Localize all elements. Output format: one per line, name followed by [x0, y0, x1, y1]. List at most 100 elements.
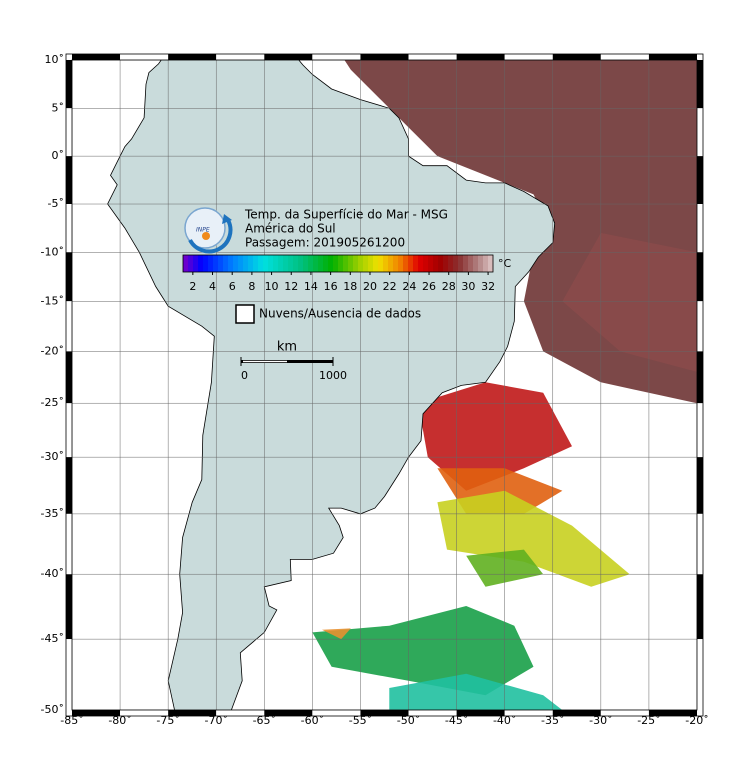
colorbar-cell [338, 255, 344, 272]
colorbar-cell [238, 255, 244, 272]
colorbar-tick-label: 6 [229, 280, 236, 293]
scale-bar-half [243, 360, 287, 363]
colorbar-cell [213, 255, 219, 272]
colorbar-cell [383, 255, 389, 272]
lon-tick-label: -25˚ [637, 714, 660, 727]
colorbar-cell [288, 255, 294, 272]
colorbar-cell [428, 255, 434, 272]
colorbar-cell [433, 255, 439, 272]
colorbar-cell [248, 255, 254, 272]
lat-tick-label: -40˚ [41, 567, 64, 580]
colorbar-cell [308, 255, 314, 272]
lon-tick-label: -65˚ [253, 714, 276, 727]
colorbar-cell [293, 255, 299, 272]
frame-outline [65, 53, 704, 717]
colorbar-cell [228, 255, 234, 272]
colorbar-cell [283, 255, 289, 272]
lon-tick-label: -30˚ [589, 714, 612, 727]
colorbar-tick-label: 14 [304, 280, 318, 293]
colorbar-cell [243, 255, 249, 272]
colorbar-cell [463, 255, 469, 272]
lat-tick-label: -50˚ [41, 703, 64, 716]
sst-region [389, 673, 563, 710]
scale-label: 1000 [319, 369, 347, 382]
lat-tick-label: -20˚ [41, 344, 64, 357]
colorbar-cell [408, 255, 414, 272]
colorbar-cell [368, 255, 374, 272]
colorbar-cell [458, 255, 464, 272]
overlay: INPE Temp. da Superfície do Mar - MSG Am… [182, 207, 512, 382]
colorbar-tick-label: 4 [209, 280, 216, 293]
logo-text: INPE [196, 227, 210, 234]
lat-tick-label: 10˚ [45, 53, 65, 66]
colorbar-cell [443, 255, 449, 272]
lat-tick-label: -5˚ [48, 197, 64, 210]
colorbar-cell [198, 255, 204, 272]
lat-tick-label: -30˚ [41, 450, 64, 463]
colorbar-cell [183, 255, 189, 272]
lon-tick-label: -35˚ [541, 714, 564, 727]
sst-region [437, 490, 630, 587]
pass-time: Passagem: 201905261200 [245, 236, 405, 250]
colorbar-cell [473, 255, 479, 272]
logo: INPE [184, 207, 233, 254]
colorbar-tick-label: 8 [248, 280, 255, 293]
colorbar-cell [348, 255, 354, 272]
lat-tick-label: 0˚ [52, 149, 65, 162]
colorbar-cell [363, 255, 369, 272]
colorbar-cell [423, 255, 429, 272]
colorbar-cell [488, 255, 494, 272]
lon-tick-label: -20˚ [685, 714, 708, 727]
lon-tick-label: -75˚ [156, 714, 179, 727]
lon-tick-label: -55˚ [349, 714, 372, 727]
colorbar-cell [278, 255, 284, 272]
colorbar-cell [403, 255, 409, 272]
frame-inner [71, 59, 698, 711]
colorbar-cell [343, 255, 349, 272]
colorbar-tick-label: 32 [481, 280, 495, 293]
colorbar-tick-label: 12 [284, 280, 298, 293]
colorbar-cell [303, 255, 309, 272]
colorbar-cell [373, 255, 379, 272]
colorbar-cell [378, 255, 384, 272]
colorbar-cell [483, 255, 489, 272]
colorbar-cell [208, 255, 214, 272]
lon-tick-label: -45˚ [445, 714, 468, 727]
colorbar-tick-label: 20 [363, 280, 377, 293]
legend-text: Nuvens/Ausencia de dados [259, 307, 421, 321]
colorbar-cell [468, 255, 474, 272]
colorbar-cell [318, 255, 324, 272]
colorbar-cell [313, 255, 319, 272]
sst-region [322, 628, 351, 640]
colorbar-tick-label: 10 [265, 280, 279, 293]
lon-tick-label: -60˚ [301, 714, 324, 727]
colorbar-cell [298, 255, 304, 272]
scale-unit: km [277, 340, 297, 355]
colorbar-tick-label: 22 [383, 280, 397, 293]
subtitle: América do Sul [245, 222, 336, 236]
colorbar-cell [438, 255, 444, 272]
colorbar-cell [273, 255, 279, 272]
lat-tick-label: -10˚ [41, 245, 64, 258]
colorbar-cell [323, 255, 329, 272]
colorbar-tick-label: 28 [442, 280, 456, 293]
lat-tick-label: -25˚ [41, 396, 64, 409]
sst-region [312, 606, 534, 696]
colorbar-cell [193, 255, 199, 272]
colorbar-cell [448, 255, 454, 272]
legend-swatch [235, 304, 255, 324]
colorbar-outline [182, 254, 494, 273]
colorbar-cell [233, 255, 239, 272]
colorbar-cell [218, 255, 224, 272]
colorbar-cell [453, 255, 459, 272]
colorbar-cell [263, 255, 269, 272]
colorbar-cell [398, 255, 404, 272]
colorbar-cell [413, 255, 419, 272]
colorbar-cell [393, 255, 399, 272]
colorbar-tick-label: 18 [343, 280, 357, 293]
lat-tick-label: -45˚ [41, 632, 64, 645]
colorbar-cell [418, 255, 424, 272]
title: Temp. da Superfície do Mar - MSG [244, 208, 448, 222]
colorbar-cell [223, 255, 229, 272]
lon-tick-label: -80˚ [108, 714, 131, 727]
